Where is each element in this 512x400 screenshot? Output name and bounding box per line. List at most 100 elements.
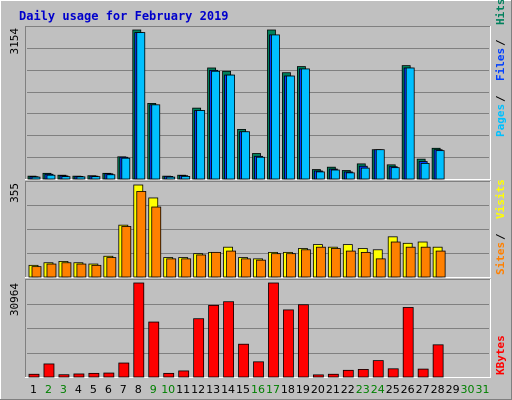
pages-bar xyxy=(211,70,221,180)
kbytes-bar xyxy=(133,282,145,378)
chart-title: Daily usage for February 2019 xyxy=(19,9,229,23)
kbytes-bar xyxy=(103,372,115,378)
x-tick-label: 13 xyxy=(206,383,220,396)
pages-bar xyxy=(286,75,295,180)
pages-bar xyxy=(420,163,430,180)
pages-bar xyxy=(121,157,131,180)
pages-bar xyxy=(330,169,340,180)
kbytes-bar xyxy=(342,369,354,378)
sites-bar xyxy=(46,263,57,278)
kbytes-bar xyxy=(43,363,55,378)
kbytes-bar xyxy=(193,318,205,378)
kbytes-bar xyxy=(73,373,85,378)
legend-files: Files xyxy=(494,48,507,81)
x-tick-label: 1 xyxy=(30,383,37,396)
x-tick-label: 24 xyxy=(371,383,385,396)
x-tick-label: 20 xyxy=(311,383,325,396)
legend-kbytes: KBytes xyxy=(494,335,507,375)
x-tick-label: 27 xyxy=(416,383,430,396)
kbytes-bar xyxy=(208,304,220,378)
x-tick-label: 10 xyxy=(161,383,175,396)
x-tick-label: 14 xyxy=(221,383,235,396)
pages-bar xyxy=(31,176,41,180)
pages-bar xyxy=(46,174,56,180)
x-tick-label: 28 xyxy=(431,383,445,396)
panel1-ymax-label: 3154 xyxy=(8,28,21,55)
x-tick-label: 12 xyxy=(191,383,205,396)
panel3-ymax-label: 30964 xyxy=(8,283,21,316)
pages-bar xyxy=(226,74,235,180)
pages-bar xyxy=(271,34,280,180)
pages-bar xyxy=(405,67,415,180)
sites-bar xyxy=(61,262,72,278)
kbytes-bar xyxy=(357,369,369,378)
x-tick-label: 30 xyxy=(461,383,475,396)
pages-bar xyxy=(360,167,370,180)
pages-bar xyxy=(241,131,250,180)
sites-bar xyxy=(151,206,162,278)
sites-bar xyxy=(271,253,281,278)
sites-bar xyxy=(405,246,416,278)
x-tick-label: 22 xyxy=(341,383,355,396)
pages-bar xyxy=(196,110,206,180)
x-tick-label: 26 xyxy=(401,383,415,396)
pages-bar xyxy=(166,176,176,180)
sites-bar xyxy=(286,253,296,278)
pages-bar xyxy=(181,176,191,180)
x-tick-label: 4 xyxy=(75,383,82,396)
pages-bar xyxy=(435,150,445,180)
sites-bar xyxy=(301,249,311,278)
sites-bar xyxy=(226,250,236,278)
legend-visits: Visits xyxy=(494,179,507,219)
pages-bar xyxy=(106,174,116,180)
kbytes-bar xyxy=(402,307,414,378)
sites-bar xyxy=(136,191,147,278)
kbytes-bar xyxy=(58,374,70,378)
x-tick-label: 29 xyxy=(446,383,460,396)
kbytes-bar xyxy=(268,282,279,378)
sites-bar xyxy=(390,241,401,278)
sites-bar xyxy=(345,250,356,278)
kbytes-bar xyxy=(283,309,294,378)
pages-bar xyxy=(91,176,101,180)
kbytes-bar xyxy=(28,373,40,378)
x-tick-label: 25 xyxy=(386,383,400,396)
kbytes-bar xyxy=(148,321,160,378)
sites-bar xyxy=(166,258,177,278)
legend-hits: Hits xyxy=(494,0,507,25)
sites-bar xyxy=(241,258,251,278)
sites-bar xyxy=(31,266,42,278)
x-tick-label: 7 xyxy=(120,383,127,396)
kbytes-bar xyxy=(432,344,444,378)
x-tick-label: 15 xyxy=(236,383,250,396)
kbytes-bar xyxy=(417,368,429,378)
legend-separator: / xyxy=(494,95,507,102)
x-tick-label: 16 xyxy=(251,383,265,396)
x-tick-label: 6 xyxy=(105,383,112,396)
kbytes-bar xyxy=(178,370,190,378)
x-tick-label: 18 xyxy=(281,383,295,396)
pages-bar xyxy=(375,149,385,180)
sites-bar xyxy=(256,259,266,278)
kbytes-bar xyxy=(298,304,309,378)
panel2-ymax-label: 355 xyxy=(8,183,21,203)
kbytes-bar xyxy=(88,372,100,378)
sites-bar xyxy=(330,248,341,278)
sites-bar xyxy=(91,264,102,278)
sites-bar xyxy=(76,263,87,278)
x-tick-label: 31 xyxy=(476,383,490,396)
pages-bar xyxy=(136,32,146,180)
sites-bar xyxy=(435,250,446,278)
kbytes-bar xyxy=(238,343,249,378)
kbytes-bar xyxy=(223,301,234,378)
sites-bar xyxy=(196,254,207,278)
legend-sites: Sites xyxy=(494,242,507,275)
pages-bar xyxy=(345,172,355,180)
legend-separator: / xyxy=(494,233,507,240)
legend-pages: Pages xyxy=(494,104,507,137)
kbytes-bar xyxy=(372,360,384,378)
x-tick-label: 23 xyxy=(356,383,370,396)
sites-bar xyxy=(375,258,386,278)
pages-bar xyxy=(301,68,310,180)
